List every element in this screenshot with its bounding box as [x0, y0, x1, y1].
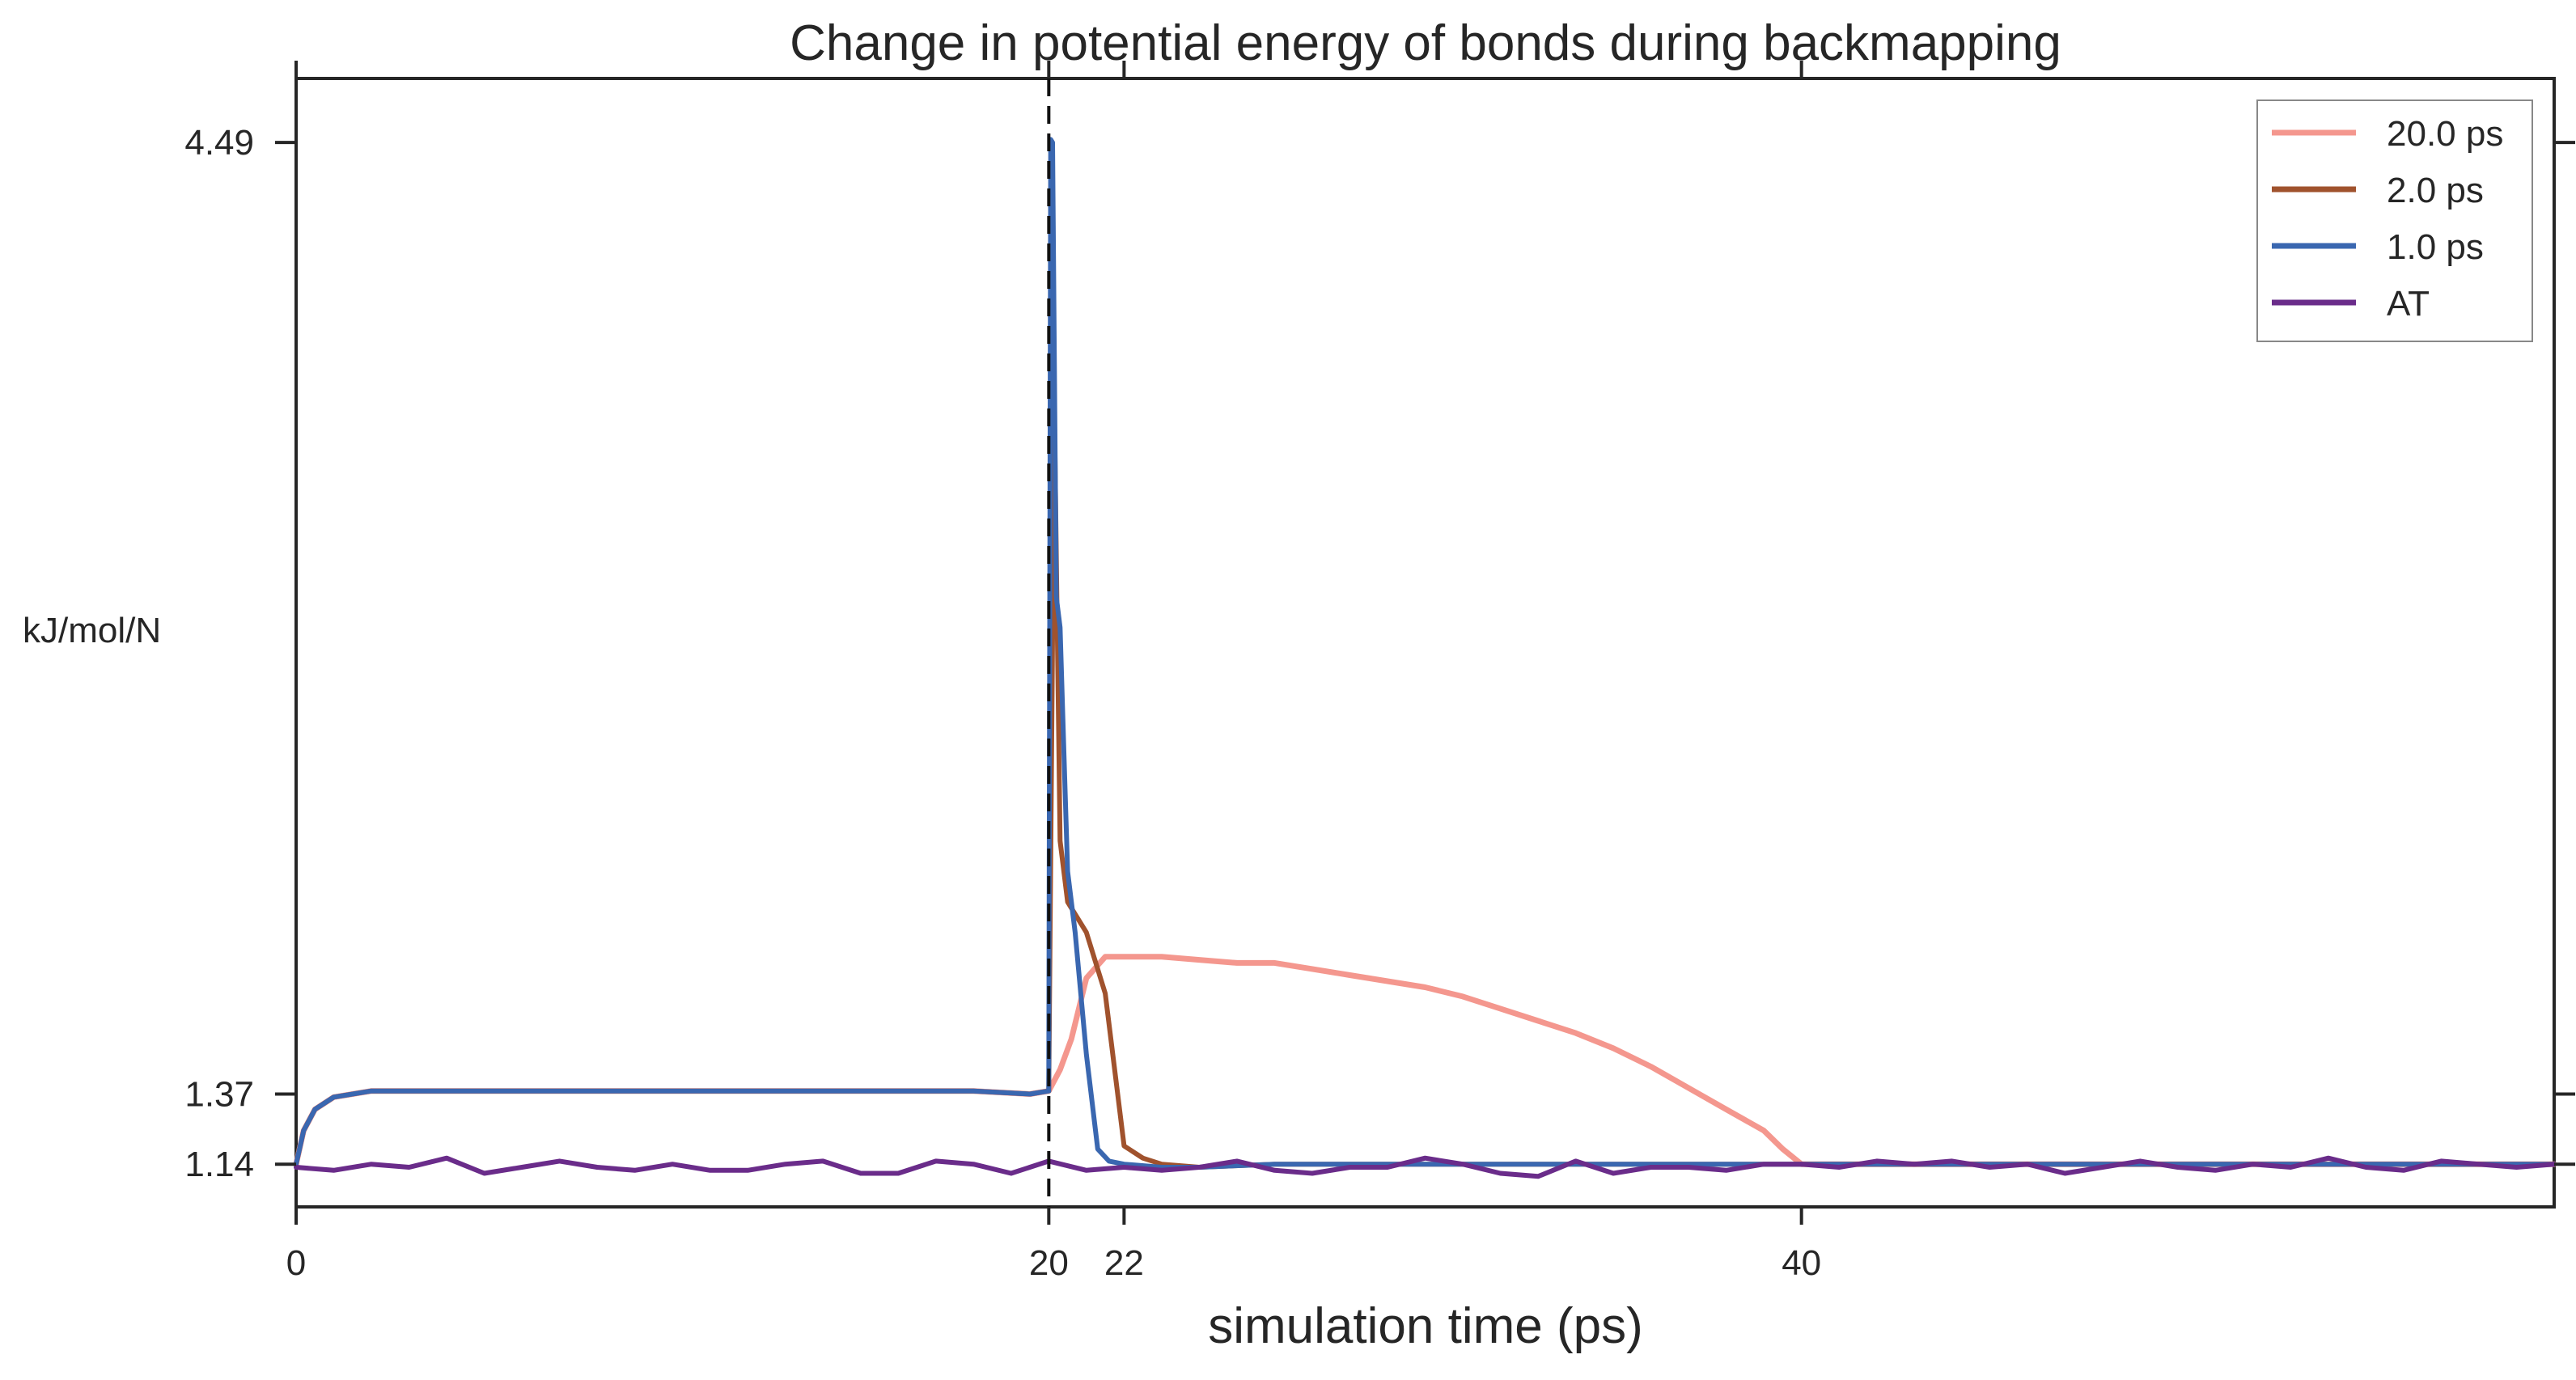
series-line-3: [294, 1155, 2557, 1179]
x-tick-label-1: 20: [1029, 1243, 1069, 1283]
legend-items: 20.0 ps 2.0 ps 1.0 ps AT: [2272, 114, 2503, 324]
series-group: [293, 137, 2557, 1179]
legend-label-2: 1.0 ps: [2387, 227, 2484, 267]
legend-label-1: 2.0 ps: [2387, 171, 2484, 210]
y-axis-label: kJ/mol/N: [23, 611, 161, 650]
series-line-0: [293, 954, 2557, 1167]
chart-title: Change in potential energy of bonds duri…: [790, 15, 2061, 71]
plot-frame: [294, 77, 2556, 1209]
x-axis-label: simulation time (ps): [1208, 1298, 1642, 1354]
series-line-1: [294, 411, 2557, 1170]
legend: 20.0 ps 2.0 ps 1.0 ps AT: [2256, 99, 2533, 342]
legend-label-0: 20.0 ps: [2387, 114, 2503, 154]
y-tick-label-0: 1.14: [184, 1145, 254, 1184]
y-tick-label-1: 1.37: [184, 1075, 254, 1115]
y-axis-ticks: 1.14 1.37 4.49: [184, 123, 2575, 1184]
x-tick-label-2: 22: [1104, 1243, 1144, 1283]
series-line-2: [294, 137, 2557, 1170]
x-axis-ticks: 0 20 22 40: [286, 61, 1821, 1283]
plot-area: [293, 77, 2557, 1209]
legend-label-3: AT: [2387, 284, 2430, 324]
x-tick-label-0: 0: [286, 1243, 306, 1283]
x-tick-label-3: 40: [1782, 1243, 1821, 1283]
y-tick-label-2: 4.49: [184, 123, 254, 163]
